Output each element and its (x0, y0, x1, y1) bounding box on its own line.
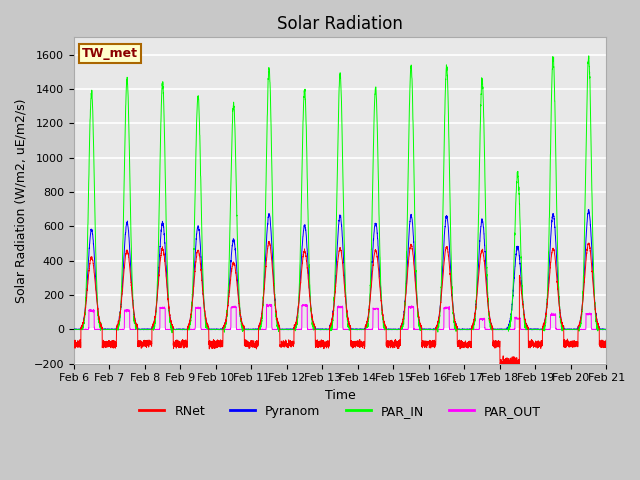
Y-axis label: Solar Radiation (W/m2, uE/m2/s): Solar Radiation (W/m2, uE/m2/s) (15, 98, 28, 303)
Legend: RNet, Pyranom, PAR_IN, PAR_OUT: RNet, Pyranom, PAR_IN, PAR_OUT (134, 400, 546, 423)
Text: TW_met: TW_met (82, 47, 138, 60)
Title: Solar Radiation: Solar Radiation (277, 15, 403, 33)
X-axis label: Time: Time (324, 389, 355, 402)
